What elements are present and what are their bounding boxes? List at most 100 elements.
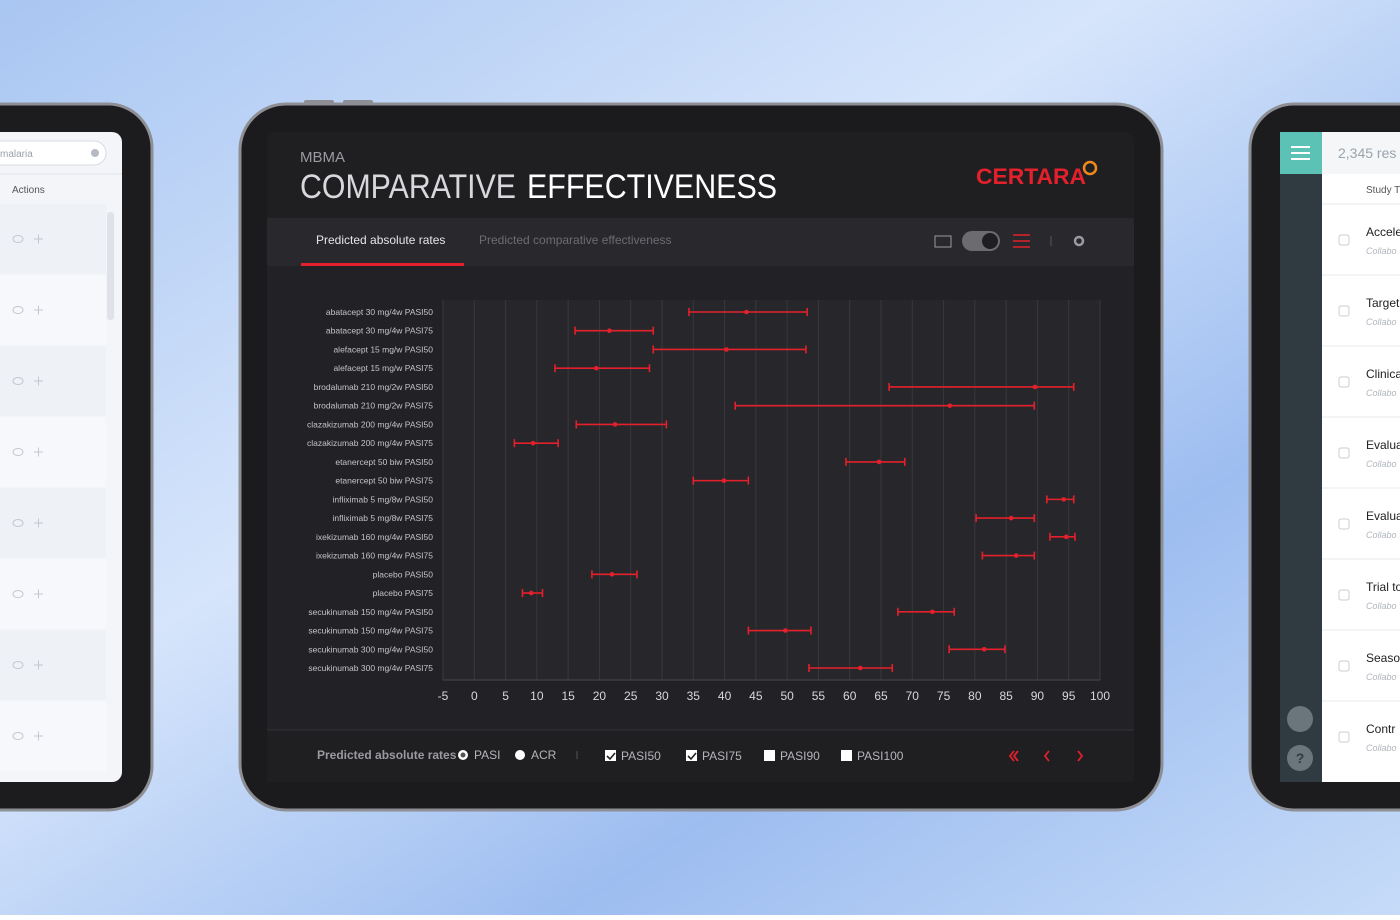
estimate xyxy=(876,459,882,465)
y-tick-label: abatacept 30 mg/4w PASI75 xyxy=(326,326,433,336)
row-checkbox[interactable] xyxy=(1338,305,1350,317)
radio[interactable] xyxy=(515,750,525,760)
column-header: Study T xyxy=(1366,185,1400,196)
table-row xyxy=(0,488,106,558)
tab-active[interactable]: Predicted absolute rates xyxy=(316,233,445,247)
plot-area xyxy=(443,300,1100,680)
next-page[interactable] xyxy=(1077,750,1084,762)
table-icon[interactable] xyxy=(934,235,952,248)
first-page[interactable] xyxy=(1008,750,1019,762)
checkbox[interactable] xyxy=(605,750,616,761)
checkbox[interactable] xyxy=(764,750,775,761)
row-subtitle: Collabo xyxy=(1366,388,1397,398)
row-title[interactable]: Trial to xyxy=(1366,580,1400,594)
x-tick-label: -5 xyxy=(438,689,449,703)
row-checkbox[interactable] xyxy=(1338,447,1350,459)
row-title[interactable]: Contr xyxy=(1366,722,1395,736)
table-row xyxy=(0,701,106,771)
row-title[interactable]: Evalua xyxy=(1366,438,1400,452)
y-tick-label: clazakizumab 200 mg/4w PASI50 xyxy=(307,419,433,429)
scrollbar[interactable] xyxy=(107,212,114,320)
add-icon[interactable] xyxy=(34,518,43,528)
chart: -5 0 5 10 15 20 25 30 35 40 45 50 55 60 65 70 75 80 85 90 95… xyxy=(307,300,1110,703)
y-tick-label: secukinumab 300 mg/4w PASI50 xyxy=(308,644,433,654)
download-button[interactable] xyxy=(1287,706,1313,732)
app-subtitle: MBMA xyxy=(300,149,345,166)
footer-label: Predicted absolute rates xyxy=(317,748,457,762)
x-tick-label: 75 xyxy=(937,689,951,703)
previous-page[interactable] xyxy=(1043,750,1050,762)
checkboxes: PASI50 PASI75 PASI90 PASI100 xyxy=(605,749,904,763)
left-rows xyxy=(0,204,106,771)
estimate xyxy=(721,478,727,483)
tab[interactable]: Predicted comparative effectiveness xyxy=(479,233,672,247)
view-icon[interactable] xyxy=(12,235,24,243)
x-tick-label: 15 xyxy=(561,689,575,703)
estimate xyxy=(744,309,749,315)
row-subtitle: Collabo xyxy=(1366,317,1397,327)
y-tick-label: ixekizumab 160 mg/4w PASI50 xyxy=(316,532,433,542)
view-icon[interactable] xyxy=(12,590,24,598)
add-icon[interactable] xyxy=(34,305,43,315)
row-checkbox[interactable] xyxy=(1338,234,1350,246)
check-mark xyxy=(606,752,616,761)
add-icon[interactable] xyxy=(34,660,43,670)
y-tick-label: infliximab 5 mg/8w PASI75 xyxy=(333,513,434,523)
row-subtitle: Collabo xyxy=(1366,743,1397,753)
radio-label: ACR xyxy=(531,748,557,762)
help-button[interactable] xyxy=(1287,745,1313,771)
estimate xyxy=(594,365,599,371)
view-icon[interactable] xyxy=(12,448,24,456)
row-title[interactable]: Evalua xyxy=(1366,509,1400,523)
row-title[interactable]: Target xyxy=(1366,296,1400,310)
pager xyxy=(1008,750,1084,762)
add-icon[interactable] xyxy=(34,234,43,244)
settings-icon[interactable] xyxy=(1073,235,1085,247)
view-icon[interactable] xyxy=(12,732,24,740)
y-tick-label: secukinumab 300 mg/4w PASI75 xyxy=(308,663,433,673)
y-tick-label: alefacept 15 mg/w PASI50 xyxy=(333,344,433,354)
x-tick-label: 20 xyxy=(593,689,607,703)
view-icon[interactable] xyxy=(12,306,24,314)
row-title[interactable]: Accele xyxy=(1366,225,1400,239)
x-tick-label: 45 xyxy=(749,689,763,703)
add-icon[interactable] xyxy=(34,447,43,457)
add-icon[interactable] xyxy=(34,589,43,599)
y-tick-label: ixekizumab 160 mg/4w PASI75 xyxy=(316,551,433,561)
clear-icon[interactable] xyxy=(91,149,99,157)
estimate xyxy=(858,665,863,671)
row-checkbox[interactable] xyxy=(1338,518,1350,530)
column-header: Actions xyxy=(12,185,45,196)
app-title-bold: EFFECTIVENESS xyxy=(527,168,777,206)
row-checkbox[interactable] xyxy=(1338,589,1350,601)
menu-icon xyxy=(1291,146,1310,160)
row-checkbox[interactable] xyxy=(1338,731,1350,743)
checkbox-label: PASI50 xyxy=(621,749,661,763)
add-icon[interactable] xyxy=(34,376,43,386)
estimate xyxy=(981,646,987,652)
search-box[interactable] xyxy=(0,140,107,166)
view-icon[interactable] xyxy=(12,661,24,669)
chart-icon[interactable] xyxy=(1013,234,1030,248)
estimate xyxy=(1008,515,1014,521)
row-title[interactable]: Clinica xyxy=(1366,367,1400,381)
checkbox[interactable] xyxy=(841,750,852,761)
estimate xyxy=(528,590,534,596)
x-tick-label: 30 xyxy=(655,689,669,703)
row-checkbox[interactable] xyxy=(1338,660,1350,672)
estimate xyxy=(1061,497,1067,502)
x-tick-label: 10 xyxy=(530,689,544,703)
x-tick-label: 60 xyxy=(843,689,857,703)
checkbox[interactable] xyxy=(686,750,697,761)
add-icon[interactable] xyxy=(34,731,43,741)
view-icon[interactable] xyxy=(12,377,24,385)
row-subtitle: Collabo xyxy=(1366,530,1397,540)
x-tick-label: 80 xyxy=(968,689,982,703)
x-tick-label: 55 xyxy=(812,689,826,703)
row-title[interactable]: Seaso xyxy=(1366,651,1400,665)
row-subtitle: Collabo xyxy=(1366,246,1397,256)
table-row xyxy=(0,204,106,274)
row-checkbox[interactable] xyxy=(1338,376,1350,388)
view-icon[interactable] xyxy=(12,519,24,527)
